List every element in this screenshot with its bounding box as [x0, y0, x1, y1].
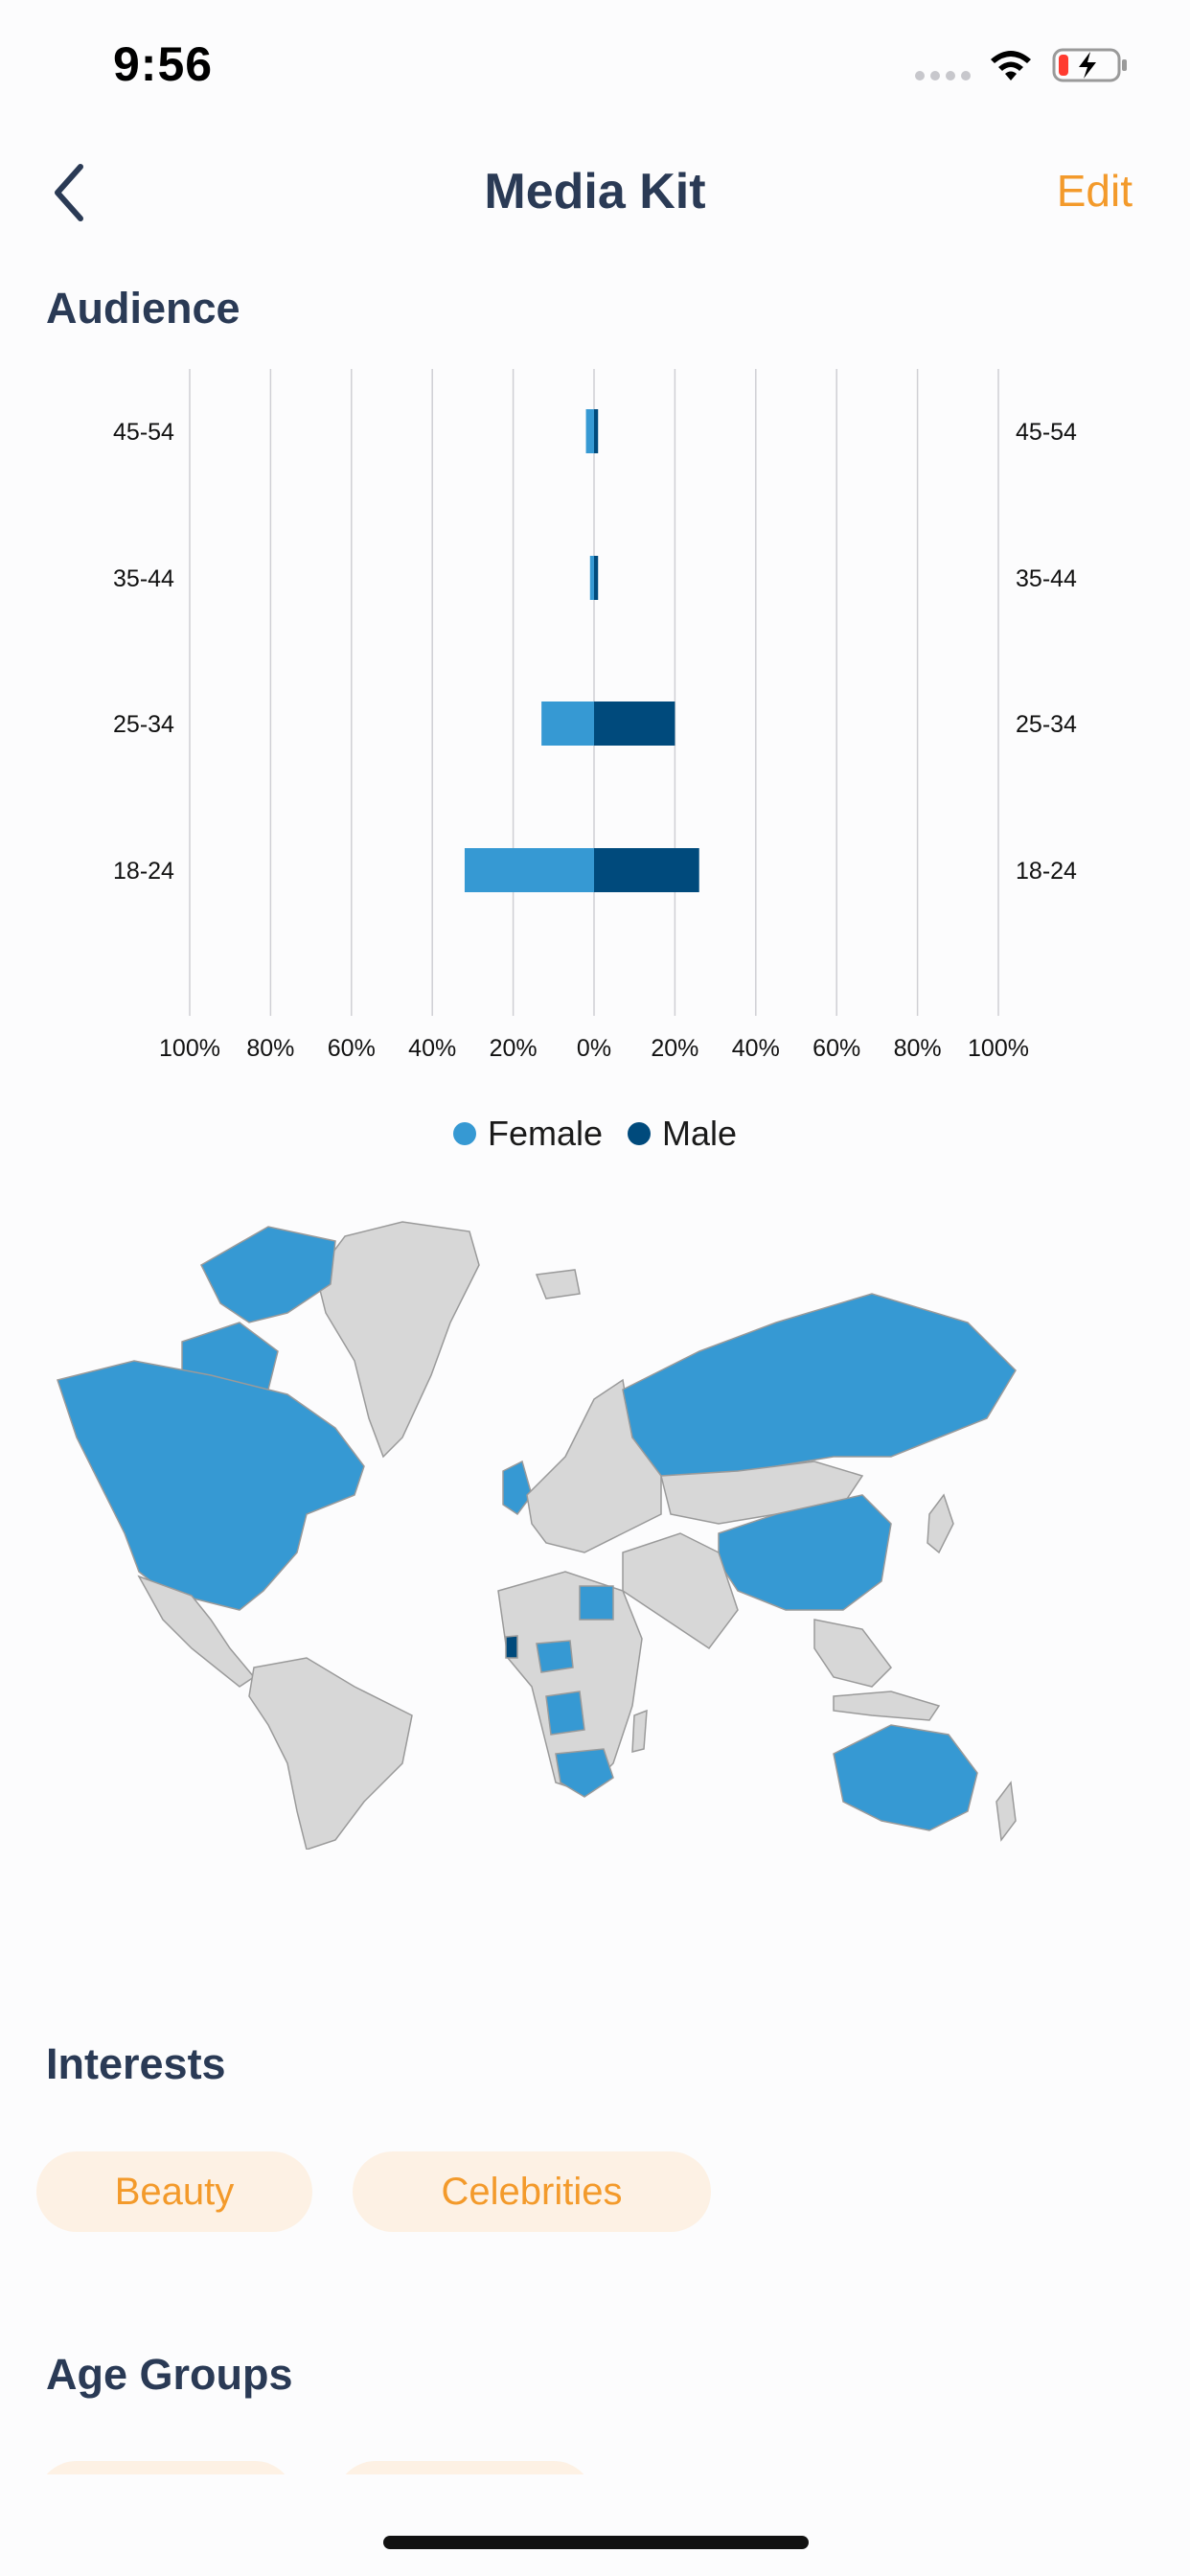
map-region-australia: [833, 1724, 978, 1831]
interests-section-title: Interests: [46, 2039, 226, 2088]
age-group-chip[interactable]: [36, 2461, 295, 2474]
legend-item-female: Female: [452, 1114, 603, 1154]
legend-label-male: Male: [662, 1114, 738, 1153]
x-tick-label: 80%: [894, 1035, 942, 1062]
x-tick-label: 20%: [490, 1035, 538, 1062]
age-groups-section-title: Age Groups: [46, 2350, 293, 2399]
x-tick-label: 0%: [577, 1035, 611, 1062]
legend-item-male: Male: [628, 1114, 737, 1154]
bar-female-18-24: [464, 848, 594, 892]
interest-chip-beauty[interactable]: Beauty: [36, 2151, 312, 2232]
x-tick-label: 60%: [328, 1035, 376, 1062]
wifi-icon: [991, 51, 1031, 80]
bar-male-18-24: [594, 848, 699, 892]
bar-female-25-34: [541, 702, 594, 746]
y-tick-label-left: 35-44: [113, 565, 174, 592]
y-tick-label-left: 45-54: [113, 419, 174, 446]
home-indicator[interactable]: [383, 2536, 809, 2549]
x-tick-label: 40%: [732, 1035, 780, 1062]
map-region-south-africa: [555, 1748, 614, 1798]
map-region-north-america: [57, 1360, 365, 1611]
map-region-china: [718, 1494, 892, 1611]
map-region-arctic-canada: [200, 1226, 336, 1323]
map-region-mexico: [137, 1575, 256, 1688]
y-tick-label-left: 25-34: [113, 711, 174, 738]
status-time: 9:56: [113, 37, 214, 91]
y-tick-label-right: 35-44: [1016, 565, 1077, 592]
audience-age-gender-chart: 100% 80% 60% 40% 20% 0% 20% 40% 60% 80% 100% 45-54 4…: [113, 369, 1077, 1062]
y-tick-label-right: 25-34: [1016, 711, 1077, 738]
interests-chip-list: Beauty Celebrities: [36, 2151, 711, 2232]
cellular-signal-icon: [915, 71, 971, 80]
age-groups-chip-list: [36, 2461, 594, 2474]
battery-charging-icon: [1052, 48, 1127, 82]
y-tick-label-left: 18-24: [113, 858, 174, 885]
legend-swatch-female: [452, 1122, 476, 1145]
map-region-south-america: [248, 1657, 413, 1850]
bar-male-25-34: [594, 702, 675, 746]
map-region-ghana: [505, 1635, 518, 1659]
audience-world-map: [57, 1221, 1017, 1850]
bar-male-45-54: [594, 409, 599, 453]
legend-swatch-male: [628, 1122, 651, 1145]
legend-label-female: Female: [487, 1114, 603, 1153]
map-region-europe: [526, 1378, 662, 1553]
x-tick-label: 80%: [246, 1035, 294, 1062]
y-tick-label-right: 45-54: [1016, 419, 1077, 446]
navigation-bar: Media Kit Edit: [0, 144, 1190, 240]
x-tick-label: 100%: [968, 1035, 1029, 1062]
bar-female-35-44: [589, 556, 594, 600]
map-region-nigeria: [536, 1640, 574, 1673]
back-chevron-icon[interactable]: [46, 159, 94, 226]
map-region-egypt: [579, 1585, 614, 1621]
x-tick-label: 20%: [651, 1035, 698, 1062]
y-tick-label-right: 18-24: [1016, 858, 1077, 885]
age-group-chip[interactable]: [335, 2461, 594, 2474]
bar-male-35-44: [594, 556, 599, 600]
page-title: Media Kit: [484, 164, 706, 219]
x-tick-label: 100%: [159, 1035, 220, 1062]
map-region-uk: [502, 1460, 533, 1516]
x-tick-label: 40%: [408, 1035, 456, 1062]
chart-legend: Female Male: [0, 1114, 1190, 1154]
edit-button[interactable]: Edit: [1056, 166, 1133, 216]
x-tick-label: 60%: [812, 1035, 860, 1062]
status-bar: 9:56: [0, 0, 1190, 125]
interest-chip-celebrities[interactable]: Celebrities: [353, 2151, 711, 2232]
map-region-angola: [545, 1690, 585, 1736]
bar-female-45-54: [585, 409, 594, 453]
map-region-russia: [622, 1293, 1017, 1477]
map-region-greenland: [315, 1221, 480, 1459]
audience-section-title: Audience: [46, 284, 240, 333]
